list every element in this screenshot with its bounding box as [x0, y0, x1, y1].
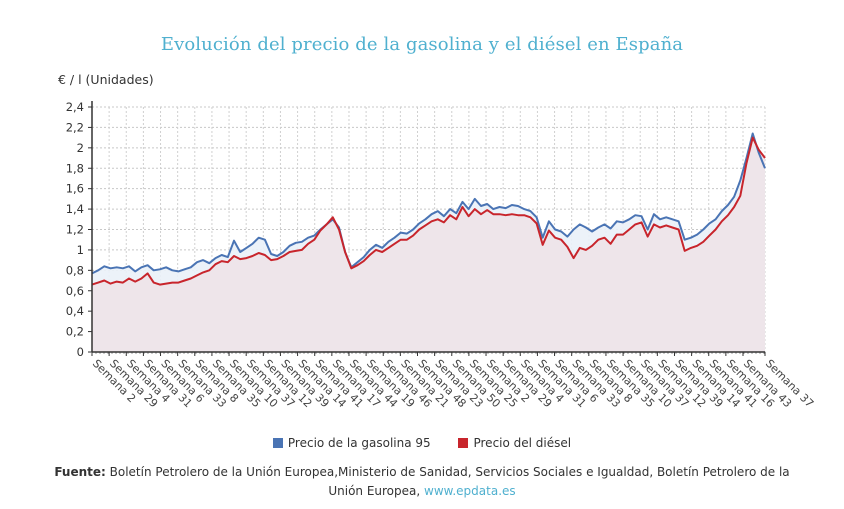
y-tick-label: 1: [77, 243, 84, 257]
y-tick-label: 1,8: [66, 161, 84, 175]
y-tick-label: 0,8: [66, 263, 84, 277]
legend-item-gasoline[interactable]: Precio de la gasolina 95: [272, 436, 431, 450]
legend: Precio de la gasolina 95 Precio del diés…: [0, 436, 844, 451]
legend-swatch-gasoline: [272, 438, 283, 448]
series-areas: [92, 133, 765, 352]
line-diesel: [91, 136, 766, 286]
legend-item-diesel[interactable]: Precio del diésel: [458, 436, 571, 450]
series-lines: [91, 132, 766, 286]
y-tick-labels: 0 0,2 0,4 0,6 0,8 1 1,2 1,4 1,6 1,8 2 2,2 2,4: [66, 100, 84, 359]
y-tick-label: 2,2: [66, 120, 84, 134]
legend-label-gasoline: Precio de la gasolina 95: [287, 436, 431, 450]
y-tick-label: 1,2: [66, 223, 84, 237]
area-diesel: [92, 137, 765, 352]
chart-title: Evolución del precio de la gasolina y el…: [160, 34, 684, 55]
y-tick-label: 0: [77, 345, 84, 359]
chart-svg: 0 0,2 0,4 0,6 0,8 1 1,2 1,4 1,6 1,8 2 2,2 2,4 Semana…: [66, 100, 817, 410]
y-tick-label: 2: [77, 141, 84, 155]
y-tick-label: 0,6: [66, 284, 84, 298]
y-tick-label: 1,4: [66, 202, 84, 216]
source-prefix: Fuente:: [54, 465, 106, 479]
axes: [88, 101, 766, 356]
y-tick-label: 0,2: [66, 325, 84, 339]
y-tick-label: 0,4: [66, 304, 84, 318]
source-note: Fuente: Boletín Petrolero de la Unión Eu…: [40, 463, 804, 501]
line-gasoline: [91, 132, 766, 275]
y-tick-label: 2,4: [66, 100, 84, 114]
source-link[interactable]: www.epdata.es: [424, 484, 516, 498]
legend-swatch-diesel: [458, 438, 469, 448]
y-axis-unit-label: € / l (Unidades): [58, 72, 154, 87]
legend-label-diesel: Precio del diésel: [473, 436, 572, 450]
source-text: Boletín Petrolero de la Unión Europea,Mi…: [105, 465, 790, 498]
y-tick-label: 1,6: [66, 182, 84, 196]
